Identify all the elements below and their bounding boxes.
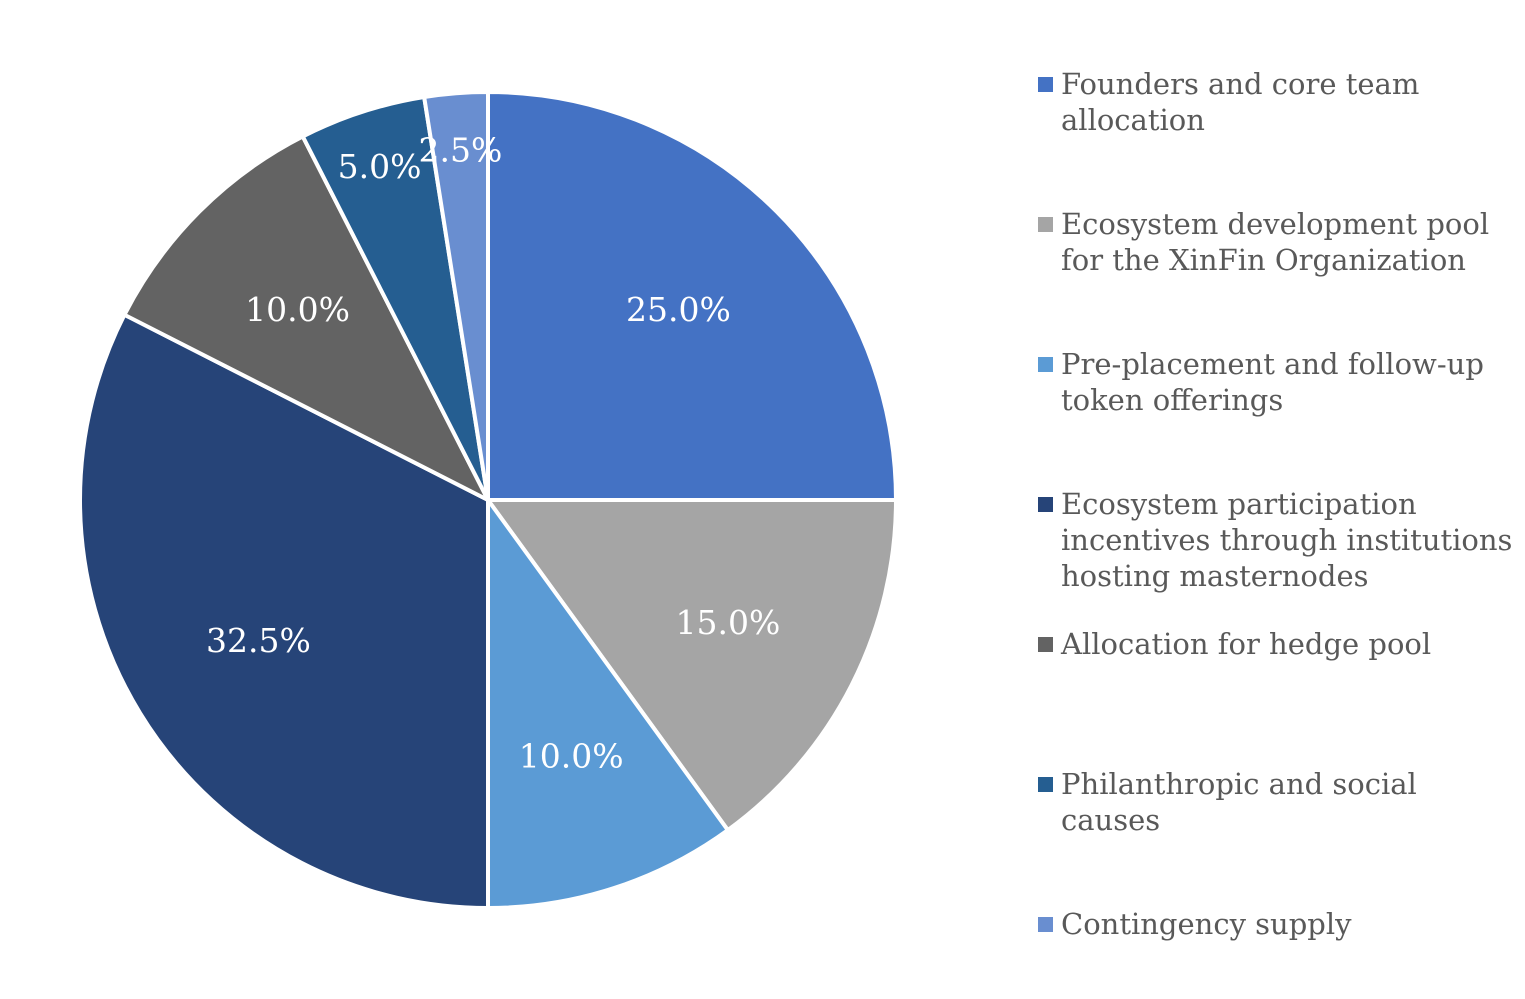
- pie-data-labels: 25.0% 15.0% 10.0% 32.5% 10.0% 5.0%2.5%: [206, 131, 780, 776]
- legend-label: Founders and core team allocation: [1061, 67, 1420, 137]
- legend-item: Philanthropic and social causes: [1038, 766, 1516, 838]
- pie-slice: [422, 90, 490, 502]
- legend-label: Contingency supply: [1061, 907, 1352, 941]
- slice-data-label: 5.0%: [338, 147, 422, 186]
- pie-slice: [78, 312, 490, 910]
- legend-swatch: [1038, 357, 1053, 372]
- legend-label: Ecosystem participation incentives throu…: [1061, 487, 1513, 593]
- legend-item: Founders and core team allocation: [1038, 66, 1516, 138]
- legend-swatch: [1038, 497, 1053, 512]
- slice-data-label: 10.0%: [245, 290, 350, 329]
- pie-slice: [486, 90, 898, 502]
- legend-item: Allocation for hedge pool: [1038, 626, 1516, 662]
- legend-item: Ecosystem participation incentives throu…: [1038, 486, 1516, 594]
- pie-slices: [78, 90, 898, 910]
- pie-slice: [486, 498, 730, 910]
- slice-data-label: 2.5%: [419, 131, 503, 170]
- slice-data-label: 10.0%: [519, 737, 624, 776]
- legend-swatch: [1038, 77, 1053, 92]
- pie-slice: [486, 498, 898, 833]
- legend-label: Allocation for hedge pool: [1061, 627, 1432, 661]
- legend-label: Ecosystem development pool for the XinFi…: [1061, 207, 1490, 277]
- pie-slice: [122, 134, 490, 502]
- slice-data-label: 25.0%: [626, 290, 731, 329]
- legend-item: Ecosystem development pool for the XinFi…: [1038, 206, 1516, 278]
- legend-swatch: [1038, 217, 1053, 232]
- slice-data-label: 15.0%: [676, 603, 781, 642]
- legend-swatch: [1038, 917, 1053, 932]
- legend-label: Pre-placement and follow-up token offeri…: [1061, 347, 1484, 417]
- legend-swatch: [1038, 637, 1053, 652]
- slice-data-label: 32.5%: [206, 621, 311, 660]
- legend-item: Pre-placement and follow-up token offeri…: [1038, 346, 1516, 418]
- legend-label: Philanthropic and social causes: [1061, 767, 1417, 837]
- legend-item: Contingency supply: [1038, 906, 1516, 942]
- legend-swatch: [1038, 777, 1053, 792]
